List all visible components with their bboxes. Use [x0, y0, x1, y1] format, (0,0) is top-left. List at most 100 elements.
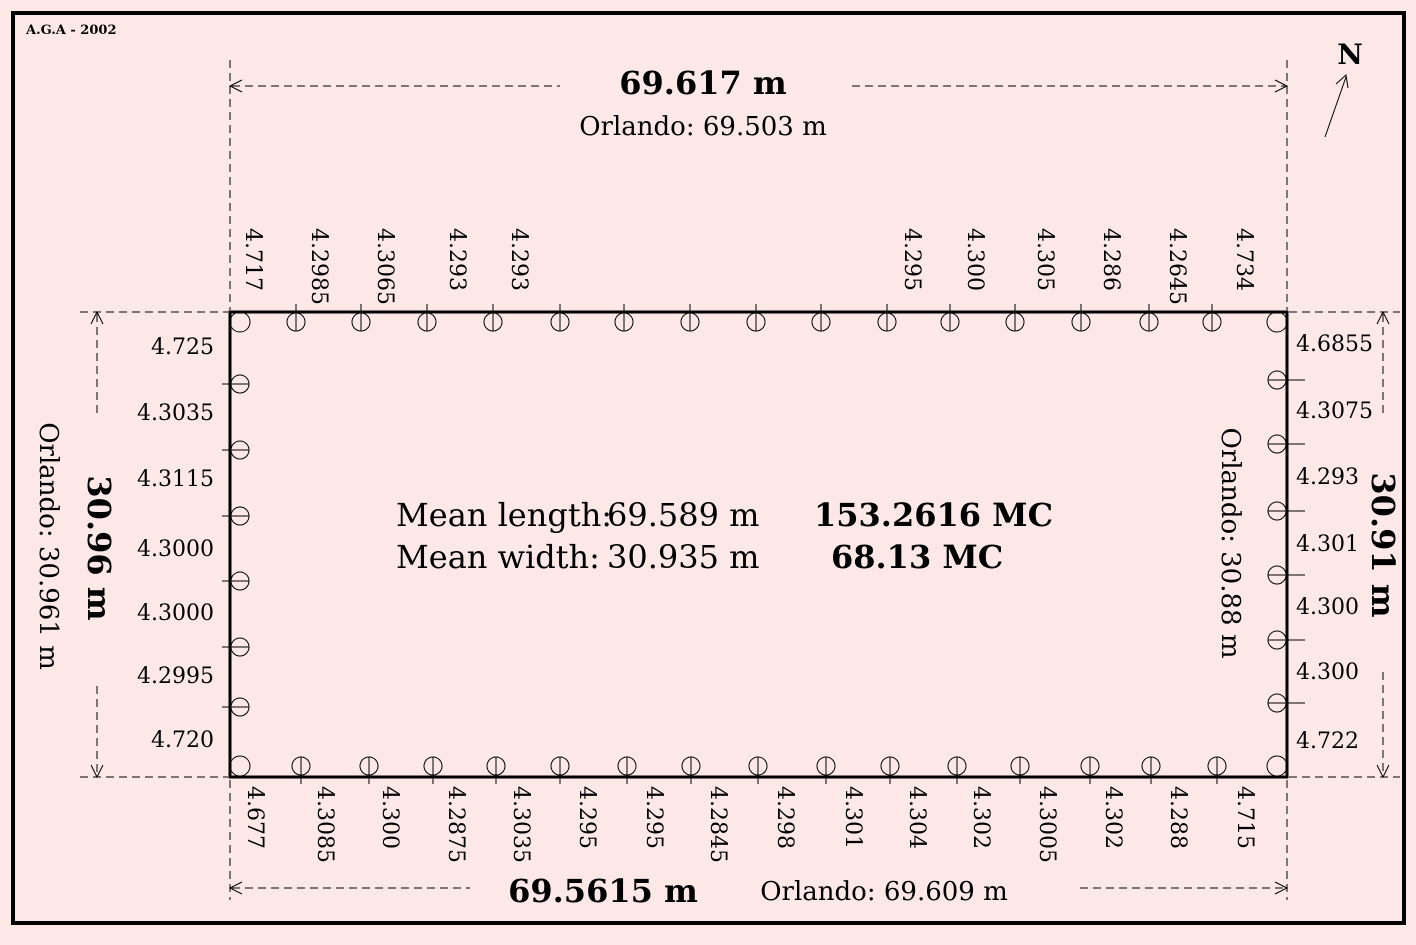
left-spacing-label: 4.2995	[137, 664, 214, 689]
column-icon	[483, 304, 503, 332]
column-icon	[222, 571, 250, 591]
column-icon	[880, 756, 900, 784]
top-spacing-label: 4.295	[899, 228, 924, 291]
bottom-spacing-label: 4.302	[968, 786, 993, 849]
bottom-spacing-label: 4.3005	[1034, 786, 1059, 863]
column-icon	[877, 304, 897, 332]
column-icon	[1267, 565, 1305, 585]
bottom-spacing-label: 4.3035	[508, 786, 533, 863]
top-spacing-label: 4.286	[1098, 228, 1123, 291]
right-spacing-label: 4.722	[1296, 729, 1359, 754]
column-icon	[614, 304, 634, 332]
column-icon	[359, 756, 379, 784]
column-icon	[291, 756, 311, 784]
column-icon	[1080, 756, 1100, 784]
right-spacing-label: 4.301	[1296, 532, 1359, 557]
outer-frame	[11, 11, 1406, 925]
bottom-spacing-label: 4.301	[840, 786, 865, 849]
column-icon	[1010, 756, 1030, 784]
left-colonnade	[222, 374, 250, 717]
spacing-labels: 4.717 4.2985 4.3065 4.293 4.293 4.295 4.300 4.3…	[137, 228, 1373, 863]
north-label: N	[1337, 38, 1363, 71]
top-spacing-label: 4.2645	[1164, 228, 1189, 305]
top-spacing-label: 4.293	[506, 228, 531, 291]
column-icon	[1005, 304, 1025, 332]
column-icon	[1141, 756, 1161, 784]
top-spacing-label: 4.734	[1231, 228, 1256, 291]
column-icon	[222, 506, 250, 526]
column-icon	[286, 304, 306, 332]
column-icon	[417, 304, 437, 332]
left-spacing-label: 4.3115	[137, 467, 214, 492]
column-icon	[423, 756, 443, 784]
right-orlando-length: Orlando: 30.88 m	[1215, 428, 1245, 659]
mean-width-value: 30.935 m	[607, 538, 759, 576]
left-length: 30.96 m	[80, 475, 118, 620]
corner-column-icon	[229, 755, 251, 777]
column-icon	[1267, 370, 1305, 390]
bottom-orlando-length: Orlando: 69.609 m	[760, 877, 1008, 907]
left-spacing-label: 4.3000	[137, 537, 214, 562]
corner-column-icon	[1266, 311, 1288, 333]
bottom-dimension-line	[228, 780, 1289, 900]
bottom-spacing-label: 4.677	[242, 786, 267, 849]
column-icon	[1207, 756, 1227, 784]
bottom-length: 69.5615 m	[508, 872, 698, 910]
top-dimension-line	[228, 60, 1289, 310]
top-spacing-label: 4.2985	[306, 228, 331, 305]
top-orlando-length: Orlando: 69.503 m	[579, 112, 827, 142]
left-dimension-line	[80, 310, 228, 779]
bottom-spacing-label: 4.298	[772, 786, 797, 849]
top-spacing-label: 4.305	[1032, 228, 1057, 291]
column-icon	[222, 440, 250, 460]
column-icon	[222, 697, 250, 717]
bottom-spacing-label: 4.304	[904, 786, 929, 849]
right-length: 30.91 m	[1364, 472, 1402, 617]
column-icon	[811, 304, 831, 332]
north-arrow-icon	[1324, 74, 1349, 138]
column-icon	[748, 756, 768, 784]
top-spacing-label: 4.3065	[372, 228, 397, 305]
bottom-spacing-label: 4.2845	[705, 786, 730, 863]
top-spacing-label: 4.717	[240, 228, 265, 291]
column-icon	[680, 304, 700, 332]
left-spacing-label: 4.3000	[137, 601, 214, 626]
right-colonnade	[1267, 370, 1305, 713]
bottom-spacing-label: 4.302	[1100, 786, 1125, 849]
column-icon	[681, 756, 701, 784]
left-spacing-label: 4.720	[151, 728, 214, 753]
mean-width-mc: 68.13 MC	[831, 538, 1003, 576]
corner-column-icon	[1266, 755, 1288, 777]
left-spacing-label: 4.725	[151, 335, 214, 360]
column-icon	[1267, 501, 1305, 521]
column-icon	[1267, 630, 1305, 650]
bottom-spacing-label: 4.3085	[312, 786, 337, 863]
left-orlando-length: Orlando: 30.961 m	[33, 422, 63, 670]
right-spacing-label: 4.300	[1296, 660, 1359, 685]
column-icon	[222, 637, 250, 657]
column-icon	[617, 756, 637, 784]
column-icon	[351, 304, 371, 332]
right-dimension-line	[1289, 310, 1400, 779]
right-spacing-label: 4.293	[1296, 465, 1359, 490]
column-icon	[1267, 434, 1305, 454]
top-spacing-label: 4.293	[444, 228, 469, 291]
right-spacing-label: 4.3075	[1296, 399, 1373, 424]
top-length: 69.617 m	[619, 64, 787, 102]
right-spacing-label: 4.6855	[1296, 332, 1373, 357]
credit-label: A.G.A - 2002	[25, 23, 117, 38]
left-spacing-label: 4.3035	[137, 401, 214, 426]
top-colonnade	[229, 304, 1288, 333]
column-icon	[550, 756, 570, 784]
mean-length-mc: 153.2616 MC	[814, 496, 1053, 534]
mean-width-label: Mean width:	[396, 538, 600, 576]
column-icon	[1139, 304, 1159, 332]
bottom-spacing-label: 4.295	[641, 786, 666, 849]
column-icon	[550, 304, 570, 332]
bottom-spacing-label: 4.300	[377, 786, 402, 849]
column-icon	[1267, 693, 1305, 713]
column-icon	[816, 756, 836, 784]
corner-column-icon	[229, 311, 251, 333]
column-icon	[947, 756, 967, 784]
